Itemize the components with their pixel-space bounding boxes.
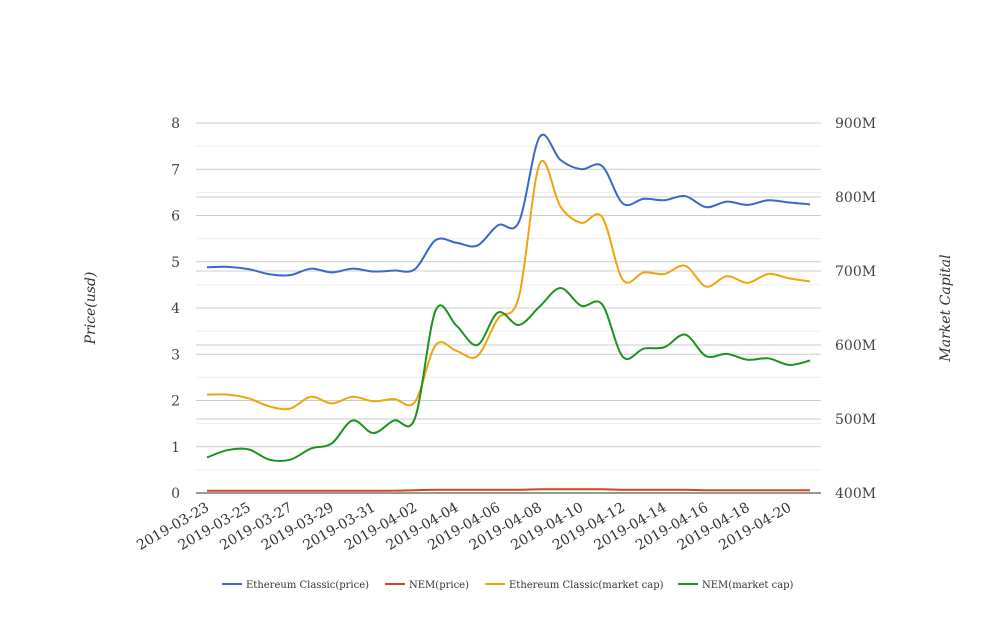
right-axis-title: Market Capital [938, 254, 954, 362]
right-tick-label: 800M [835, 190, 876, 206]
series-line-1 [206, 488, 810, 492]
series-line-2 [206, 159, 811, 411]
series-line-3 [206, 287, 811, 463]
x-axis-ticks: 2019-03-232019-03-252019-03-272019-03-29… [134, 500, 794, 554]
legend: Ethereum Classic(price) NEM(price) Ethereu… [222, 580, 794, 591]
right-axis-ticks: 400M 500M 600M 700M 800M 900M [835, 116, 876, 502]
left-axis-title: Price(usd) [83, 272, 99, 346]
legend-label-1: NEM(price) [409, 580, 469, 591]
left-tick-label: 0 [171, 486, 180, 502]
right-tick-label: 700M [835, 264, 876, 280]
series-lines [206, 133, 811, 492]
left-tick-label: 6 [171, 209, 180, 225]
legend-label-3: NEM(market cap) [702, 580, 794, 591]
left-tick-label: 5 [171, 255, 180, 271]
right-tick-label: 500M [835, 412, 876, 428]
right-tick-label: 600M [835, 338, 876, 354]
legend-label-2: Ethereum Classic(market cap) [509, 580, 664, 591]
left-tick-label: 1 [171, 440, 180, 456]
gridlines [196, 122, 821, 471]
right-tick-label: 900M [835, 116, 876, 132]
series-line-0 [206, 133, 811, 277]
left-tick-label: 2 [171, 394, 180, 410]
left-tick-label: 8 [171, 116, 180, 132]
left-axis-ticks: 0 1 2 3 4 5 6 7 8 [171, 116, 180, 502]
left-tick-label: 7 [171, 162, 180, 178]
left-tick-label: 3 [171, 347, 180, 363]
left-tick-label: 4 [171, 301, 180, 317]
legend-label-0: Ethereum Classic(price) [246, 580, 369, 591]
right-tick-label: 400M [835, 486, 876, 502]
